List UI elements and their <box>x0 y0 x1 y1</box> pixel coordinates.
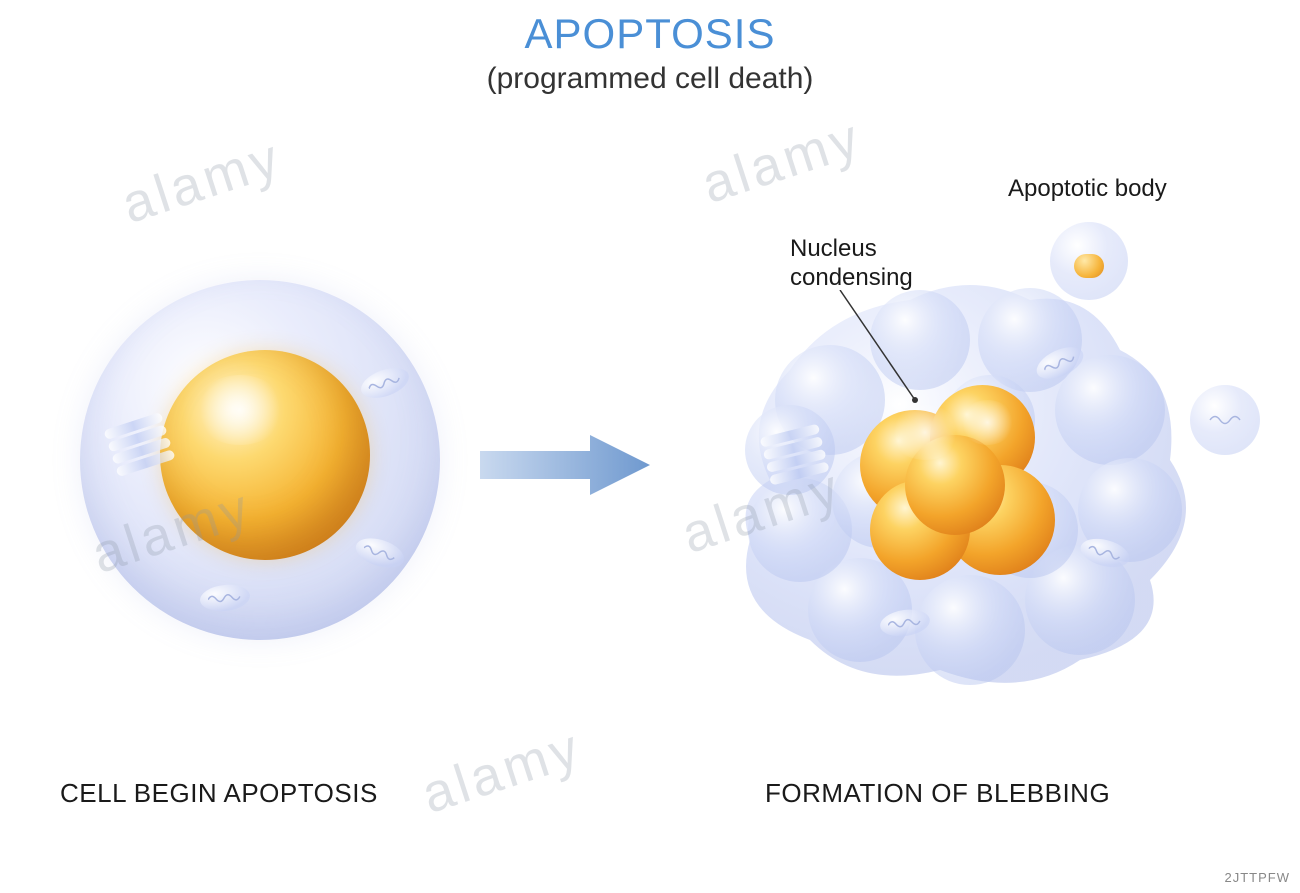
process-arrow-icon <box>480 435 650 495</box>
subtitle: (programmed cell death) <box>0 62 1300 96</box>
label-nucleus-condensing: Nucleus condensing <box>790 235 913 293</box>
apoptotic-body <box>1050 222 1128 300</box>
image-id: 2JTTPFW <box>1225 870 1291 885</box>
stage1-label: CELL BEGIN APOPTOSIS <box>60 778 378 809</box>
cell-begin-apoptosis <box>80 280 440 640</box>
apoptotic-body-small <box>1190 385 1260 455</box>
watermark: alamy <box>114 126 289 236</box>
watermark: alamy <box>694 106 869 216</box>
cell-blebbing <box>680 220 1220 700</box>
leader-line-nucleus <box>830 290 950 420</box>
title-block: APOPTOSIS (programmed cell death) <box>0 10 1300 96</box>
label-apoptotic-body: Apoptotic body <box>1008 175 1167 204</box>
stage2-label: FORMATION OF BLEBBING <box>765 778 1110 809</box>
main-title: APOPTOSIS <box>0 10 1300 58</box>
cell1-nucleus <box>160 350 370 560</box>
watermark: alamy <box>414 716 589 826</box>
